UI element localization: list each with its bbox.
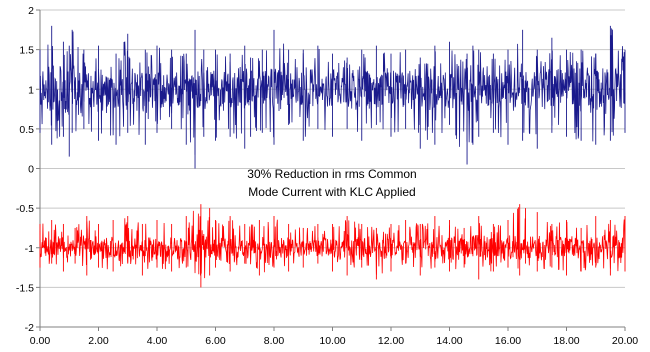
x-tick-label: 0.00 — [30, 335, 51, 347]
x-tick-label: 2.00 — [88, 335, 109, 347]
y-tick-label: 1 — [28, 84, 34, 96]
annotation-line-1: 30% Reduction in rms Common — [247, 167, 416, 181]
y-tick-label: 1.5 — [19, 45, 34, 57]
x-tick-label: 12.00 — [378, 335, 404, 347]
y-tick-label: 0 — [28, 164, 34, 176]
y-axis: 2 1.5 1 0.5 0 -0.5 -1 -1.5 -2 — [16, 5, 40, 334]
y-tick-label: -1 — [25, 243, 34, 255]
y-tick-label: -1.5 — [16, 282, 34, 294]
series-2 — [39, 204, 626, 288]
y-tick-label: 2 — [28, 5, 34, 17]
series-1 — [39, 25, 626, 169]
y-tick-label: 0.5 — [19, 124, 34, 136]
x-tick-label: 14.00 — [436, 335, 462, 347]
x-axis: 0.00 2.00 4.00 6.00 8.00 10.00 12.00 14.00 16.00… — [30, 327, 638, 347]
x-tick-label: 18.00 — [553, 335, 579, 347]
x-tick-label: 6.00 — [205, 335, 226, 347]
y-tick-label: -2 — [25, 322, 34, 334]
y-tick-label: -0.5 — [16, 203, 34, 215]
x-tick-label: 10.00 — [319, 335, 345, 347]
x-tick-label: 16.00 — [495, 335, 521, 347]
x-tick-label: 20.00 — [612, 335, 638, 347]
series-layer — [39, 25, 626, 288]
x-tick-label: 8.00 — [264, 335, 285, 347]
annotation-line-2: Mode Current with KLC Applied — [248, 185, 415, 199]
x-tick-label: 4.00 — [147, 335, 168, 347]
